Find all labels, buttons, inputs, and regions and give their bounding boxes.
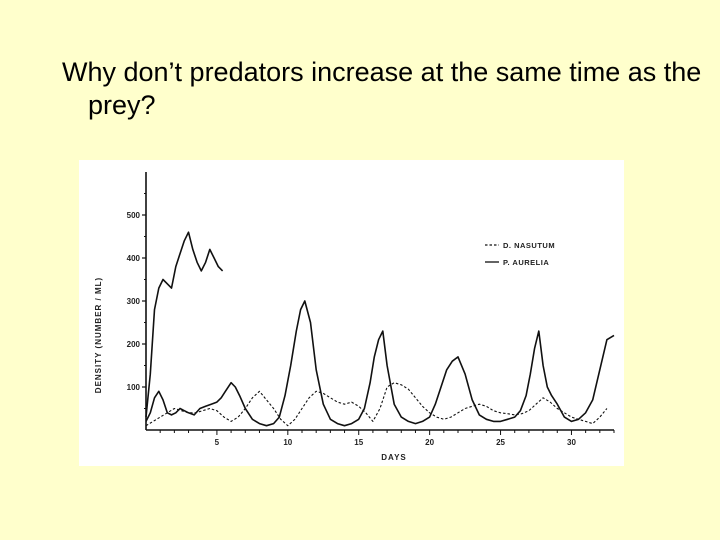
- legend: D. NASUTUM P. AURELIA: [485, 241, 555, 267]
- x-tick-label: 10: [283, 438, 292, 447]
- series-line-p-aurelia-1: [145, 231, 224, 418]
- y-tick-label: 100: [127, 383, 141, 392]
- x-tick-label: 20: [425, 438, 434, 447]
- x-tick-label: 15: [354, 438, 363, 447]
- series-line-p-aurelia-2: [145, 300, 615, 427]
- y-tick-label: 200: [127, 340, 141, 349]
- y-tick-label: 500: [127, 211, 141, 220]
- slide-title: Why don’t predators increase at the same…: [62, 57, 702, 120]
- figure-panel: 100 200 300 400 500 5 10 15 20 25 30 DAYS DENSITY…: [79, 160, 624, 466]
- legend-label-d-nasutum: D. NASUTUM: [503, 241, 555, 250]
- series-group: [145, 231, 615, 427]
- series-line-d-nasutum-0: [145, 382, 608, 427]
- population-chart: 100 200 300 400 500 5 10 15 20 25 30 DAYS DENSITY…: [94, 172, 615, 462]
- y-tick-label: 400: [127, 254, 141, 263]
- y-ticks: 100 200 300 400 500: [127, 193, 146, 409]
- y-axis-title: DENSITY (NUMBER / ML): [94, 277, 103, 393]
- y-tick-label: 300: [127, 297, 141, 306]
- x-tick-label: 25: [496, 438, 505, 447]
- legend-label-p-aurelia: P. AURELIA: [503, 258, 549, 267]
- x-axis-title: DAYS: [381, 453, 407, 462]
- x-tick-label: 30: [567, 438, 576, 447]
- x-ticks: 5 10 15 20 25 30: [159, 430, 615, 447]
- x-tick-label: 5: [215, 438, 220, 447]
